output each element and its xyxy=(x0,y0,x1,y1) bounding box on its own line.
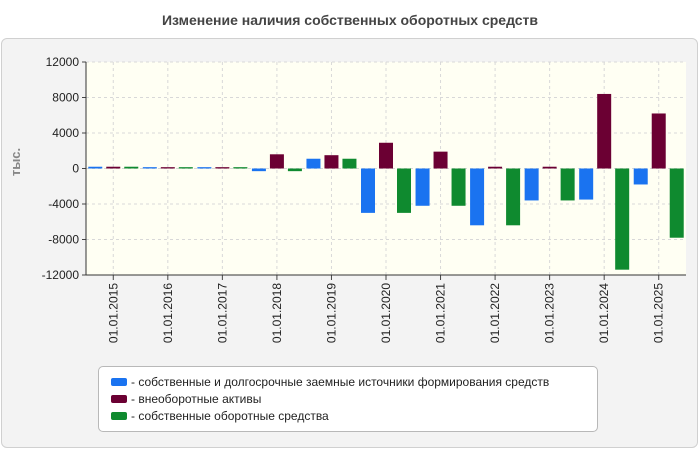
x-tick-label: 01.01.2022 xyxy=(488,283,502,343)
legend: - собственные и долгосрочные заемные ист… xyxy=(98,366,598,432)
bar xyxy=(651,113,666,169)
legend-item: - собственные оборотные средства xyxy=(111,407,597,424)
legend-label: - собственные оборотные средства xyxy=(131,408,329,423)
bar xyxy=(124,166,139,169)
bar xyxy=(633,168,648,185)
legend-label: - собственные и долгосрочные заемные ист… xyxy=(131,374,550,389)
bar xyxy=(597,93,612,169)
legend-label: - внеоборотные активы xyxy=(131,391,262,406)
y-tick-label: 4000 xyxy=(52,126,79,140)
y-tick-label: 12000 xyxy=(46,55,80,69)
x-tick-label: 01.01.2018 xyxy=(270,283,284,343)
bar xyxy=(379,142,393,169)
bar xyxy=(415,168,430,206)
legend-swatch xyxy=(111,411,127,420)
bar xyxy=(524,168,539,201)
y-tick-label: 8000 xyxy=(52,91,79,105)
bar xyxy=(178,167,193,169)
bar xyxy=(106,166,121,169)
bar xyxy=(306,158,321,169)
legend-swatch xyxy=(111,394,127,403)
x-tick-label: 01.01.2021 xyxy=(434,283,448,343)
y-tick-label: 0 xyxy=(72,162,79,176)
bar xyxy=(560,168,575,201)
y-tick-label: -12000 xyxy=(42,268,80,282)
bar xyxy=(451,168,466,206)
bar xyxy=(579,168,594,200)
legend-item: - внеоборотные активы xyxy=(111,390,597,407)
y-axis-label: тыс. xyxy=(8,148,23,176)
x-tick-label: 01.01.2016 xyxy=(161,283,175,343)
bar xyxy=(506,168,521,226)
bar xyxy=(433,151,448,169)
x-tick-label: 01.01.2020 xyxy=(379,283,393,343)
bar xyxy=(88,166,103,169)
x-tick-label: 01.01.2019 xyxy=(324,283,338,343)
chart-title: Изменение наличия собственных оборотных … xyxy=(161,12,539,28)
bar xyxy=(324,155,339,169)
bar xyxy=(342,158,357,169)
bar xyxy=(233,167,248,169)
bar xyxy=(251,168,266,172)
y-tick-label: -8000 xyxy=(48,233,79,247)
bar xyxy=(669,168,684,238)
bar xyxy=(542,166,557,169)
x-tick-label: 01.01.2023 xyxy=(543,283,557,343)
bar xyxy=(197,167,212,169)
x-tick-label: 01.01.2015 xyxy=(106,283,120,343)
bar xyxy=(215,167,230,169)
bar xyxy=(287,168,302,172)
bar xyxy=(397,168,411,213)
bar xyxy=(269,154,284,169)
x-tick-label: 01.01.2024 xyxy=(597,283,611,343)
bar xyxy=(470,168,485,226)
bar xyxy=(142,167,157,169)
bar xyxy=(160,167,175,169)
x-tick-label: 01.01.2017 xyxy=(215,283,229,343)
y-tick-label: -4000 xyxy=(48,197,79,211)
bar xyxy=(361,168,375,213)
legend-item: - собственные и долгосрочные заемные ист… xyxy=(111,373,597,390)
legend-swatch xyxy=(111,377,127,386)
bar xyxy=(488,166,503,169)
bar xyxy=(615,168,630,270)
x-tick-label: 01.01.2025 xyxy=(652,283,666,343)
